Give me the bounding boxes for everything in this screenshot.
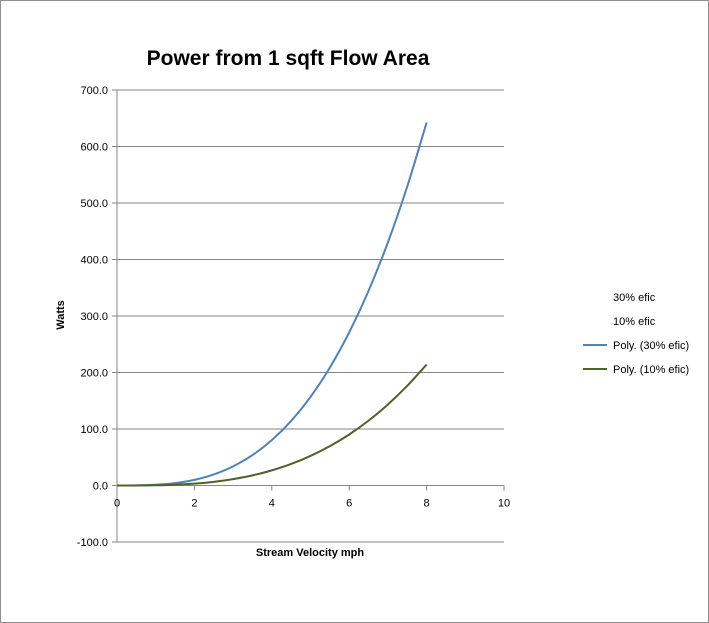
y-tick-label: 200.0: [80, 368, 108, 380]
legend-item-label: Poly. (30% efic): [613, 340, 689, 352]
x-tick-label: 2: [191, 498, 197, 510]
series-line-2: [116, 122, 428, 487]
legend-item-label: Poly. (10% efic): [613, 364, 689, 376]
x-tick-label: 10: [498, 498, 510, 510]
chart-title: Power from 1 sqft Flow Area: [147, 47, 430, 70]
y-tick-label: 600.0: [80, 142, 108, 154]
x-tick-label: 6: [346, 498, 352, 510]
x-tick-label: 8: [424, 498, 430, 510]
y-tick-label: 100.0: [80, 424, 108, 436]
legend-item-label: 30% efic: [613, 292, 656, 304]
y-tick-label: 0.0: [93, 481, 108, 493]
y-tick-label: 300.0: [80, 311, 108, 323]
legend-item-label: 10% efic: [613, 316, 656, 328]
y-tick-label: 700.0: [80, 85, 108, 97]
x-tick-label: 4: [269, 498, 275, 510]
axes: [112, 89, 505, 543]
x-tick-label: 0: [114, 498, 120, 510]
y-tick-label: -100.0: [77, 537, 108, 549]
y-tick-label: 400.0: [80, 255, 108, 267]
series-lines: [116, 122, 428, 487]
y-axis-label: Watts: [55, 300, 67, 330]
x-axis-label: Stream Velocity mph: [256, 547, 364, 559]
legend: 30% efic 10% efic Poly. (30% efic) Poly. (1…: [583, 292, 689, 376]
series-line-3: [116, 363, 428, 487]
y-tick-label: 500.0: [80, 198, 108, 210]
gridlines: [117, 89, 504, 543]
tick-labels: -100.0 0.0 100.0 200.0 300.0 400.0 500.0 600.0 7…: [77, 85, 510, 549]
